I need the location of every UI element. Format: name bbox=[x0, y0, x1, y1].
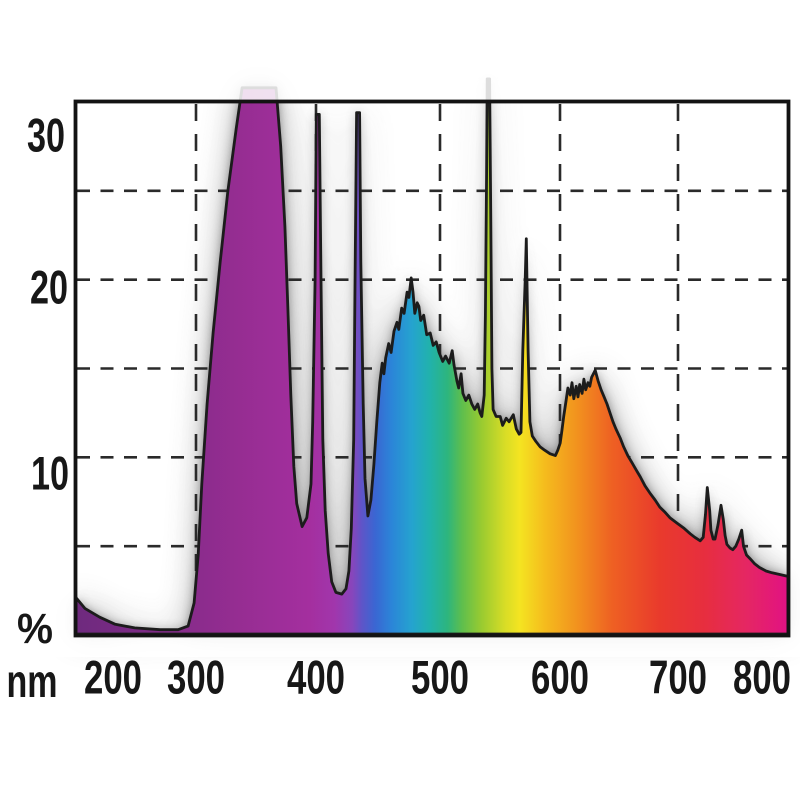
outer-fade-rect bbox=[0, 0, 800, 100]
x-tick-700: 700 bbox=[649, 651, 707, 704]
x-unit-label: nm bbox=[7, 655, 58, 707]
outer-fade-rect bbox=[0, 100, 74, 637]
y-unit-label: % bbox=[17, 605, 53, 653]
axis-labels: 30 20 10 200 300 400 500 600 700 800%nm bbox=[7, 109, 792, 708]
x-tick-300: 300 bbox=[167, 651, 225, 704]
outer-fade-rect bbox=[0, 637, 800, 657]
x-tick-400: 400 bbox=[287, 651, 345, 704]
y-tick-30: 30 bbox=[27, 109, 65, 162]
y-tick-10: 10 bbox=[31, 447, 69, 500]
plot-border bbox=[73, 99, 791, 638]
outer-fade-rect bbox=[790, 100, 800, 637]
x-tick-800: 800 bbox=[733, 651, 791, 704]
x-tick-200: 200 bbox=[84, 651, 142, 704]
outer-fade bbox=[0, 0, 800, 657]
x-tick-500: 500 bbox=[411, 651, 469, 704]
y-tick-20: 20 bbox=[30, 261, 68, 314]
x-tick-600: 600 bbox=[531, 651, 589, 704]
